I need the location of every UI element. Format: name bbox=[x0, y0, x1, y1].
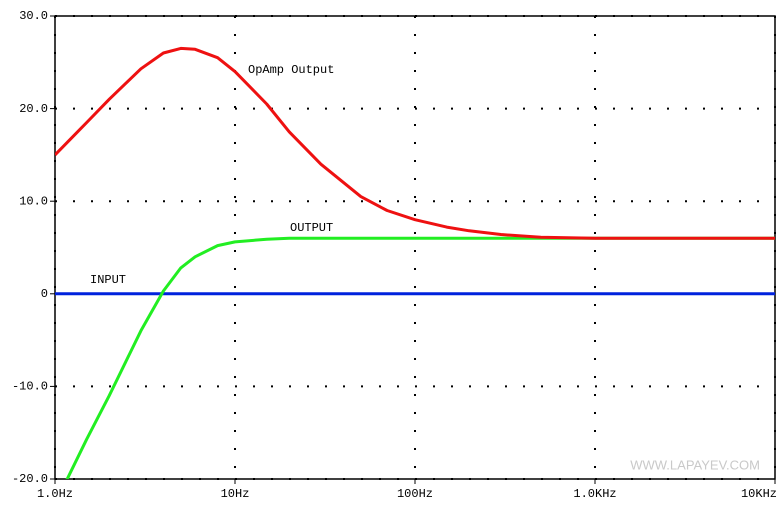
watermark: WWW.LAPAYEV.COM bbox=[630, 457, 760, 472]
x-tick-label: 1.0Hz bbox=[37, 487, 73, 501]
series-line bbox=[55, 46, 775, 240]
plot-lines bbox=[55, 46, 775, 479]
x-tick-label: 10Hz bbox=[221, 487, 250, 501]
y-tick-label: 10.0 bbox=[19, 194, 48, 208]
x-tick-label: 100Hz bbox=[397, 487, 433, 501]
y-tick-label: 30.0 bbox=[19, 9, 48, 23]
series-label: INPUT bbox=[90, 273, 126, 287]
x-tick-label: 1.0KHz bbox=[573, 487, 616, 501]
y-tick-label: -10.0 bbox=[12, 380, 48, 394]
series-label: OpAmp Output bbox=[248, 63, 334, 77]
x-tick-label: 10KHz bbox=[741, 487, 777, 501]
y-tick-label: 0 bbox=[41, 287, 48, 301]
y-tick-label: 20.0 bbox=[19, 102, 48, 116]
series-label: OUTPUT bbox=[290, 221, 333, 235]
y-tick-label: -20.0 bbox=[12, 472, 48, 486]
plot-frame bbox=[54, 15, 776, 480]
